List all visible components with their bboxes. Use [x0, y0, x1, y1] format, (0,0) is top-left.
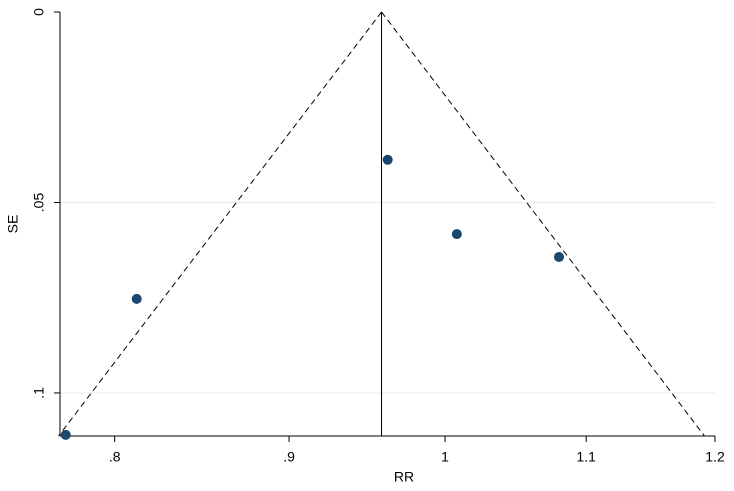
point — [60, 429, 71, 440]
funnel-left — [58, 11, 382, 437]
x-tick-label: 1.1 — [576, 449, 596, 465]
y-axis-label: SE — [5, 215, 21, 234]
x-axis-label: RR — [394, 469, 414, 485]
x-tick-label: 1 — [441, 449, 449, 465]
point — [451, 229, 462, 240]
point — [131, 293, 142, 304]
x-tick-label: .8 — [109, 449, 121, 465]
x-tick-label: .9 — [283, 449, 295, 465]
funnel-right — [381, 11, 705, 437]
point — [554, 251, 565, 262]
y-tick-label: 0 — [31, 8, 47, 16]
x-tick-label: 1.2 — [705, 449, 725, 465]
y-tick-label: .1 — [31, 387, 47, 399]
y-tick-label: .05 — [31, 193, 47, 213]
point — [382, 154, 393, 165]
